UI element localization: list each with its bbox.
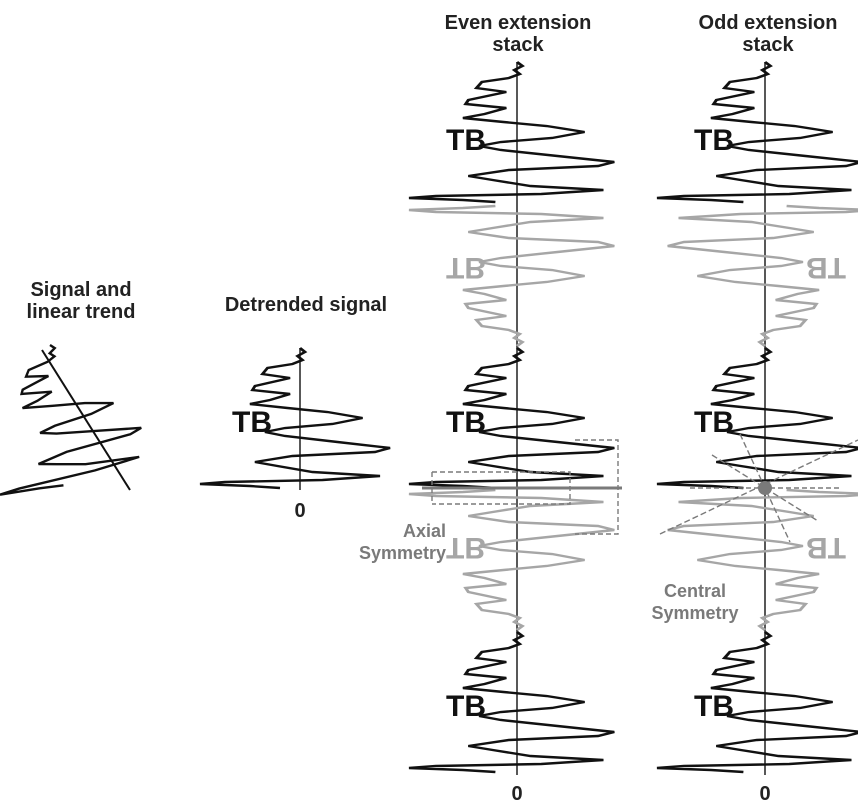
original-signal-panel [0, 328, 151, 500]
detrended-signal-trace [198, 346, 392, 490]
tb-glyph-even-mirrored-1: TB [446, 251, 486, 284]
label-even-extension-stack: Even extension stack [444, 12, 592, 56]
axial-symmetry-box-inner [432, 471, 571, 505]
tb-glyph-odd-2: TB [694, 406, 734, 439]
zero-label-even: 0 [511, 783, 523, 805]
tb-glyph-odd-3: TB [694, 690, 734, 723]
label-central-symmetry: Central Symmetry [651, 581, 739, 623]
even-segment-original-3 [407, 630, 616, 774]
odd-extension-stack [655, 60, 858, 775]
label-axial-symmetry: Axial Symmetry [358, 521, 446, 563]
even-segment-original-1 [407, 60, 616, 204]
even-segment-original-2 [407, 346, 616, 490]
label-odd-extension-stack: Odd extension stack [698, 12, 838, 56]
even-segment-reflected-1 [407, 204, 616, 348]
tb-glyph-odd-1: TB [694, 124, 734, 157]
symmetry-center-point [758, 481, 772, 495]
label-detrended-signal: Detrended signal [224, 294, 388, 316]
odd-segment-original-3 [655, 630, 858, 774]
detrended-signal-panel [198, 346, 392, 490]
linear-trend-line [41, 349, 131, 491]
tb-glyph-odd-rotated-2: TB [806, 531, 846, 564]
tb-glyph-even-3: TB [446, 690, 486, 723]
tb-glyph-even-mirrored-2: TB [446, 531, 486, 564]
tb-glyph-even-1: TB [446, 124, 486, 157]
tb-glyph-even-2: TB [446, 406, 486, 439]
original-signal-trace [0, 328, 151, 500]
label-signal-and-trend: Signal and linear trend [26, 279, 136, 323]
tb-glyph-odd-rotated-1: TB [806, 251, 846, 284]
odd-segment-original-2 [655, 346, 858, 490]
axial-symmetry-box-outer [575, 439, 619, 535]
central-symmetry-line-3 [711, 454, 819, 522]
zero-label-detrended: 0 [294, 500, 306, 522]
odd-segment-original-1 [655, 60, 858, 204]
even-extension-stack [407, 60, 622, 775]
tb-glyph-detrended: TB [232, 406, 272, 439]
zero-label-odd: 0 [759, 783, 771, 805]
